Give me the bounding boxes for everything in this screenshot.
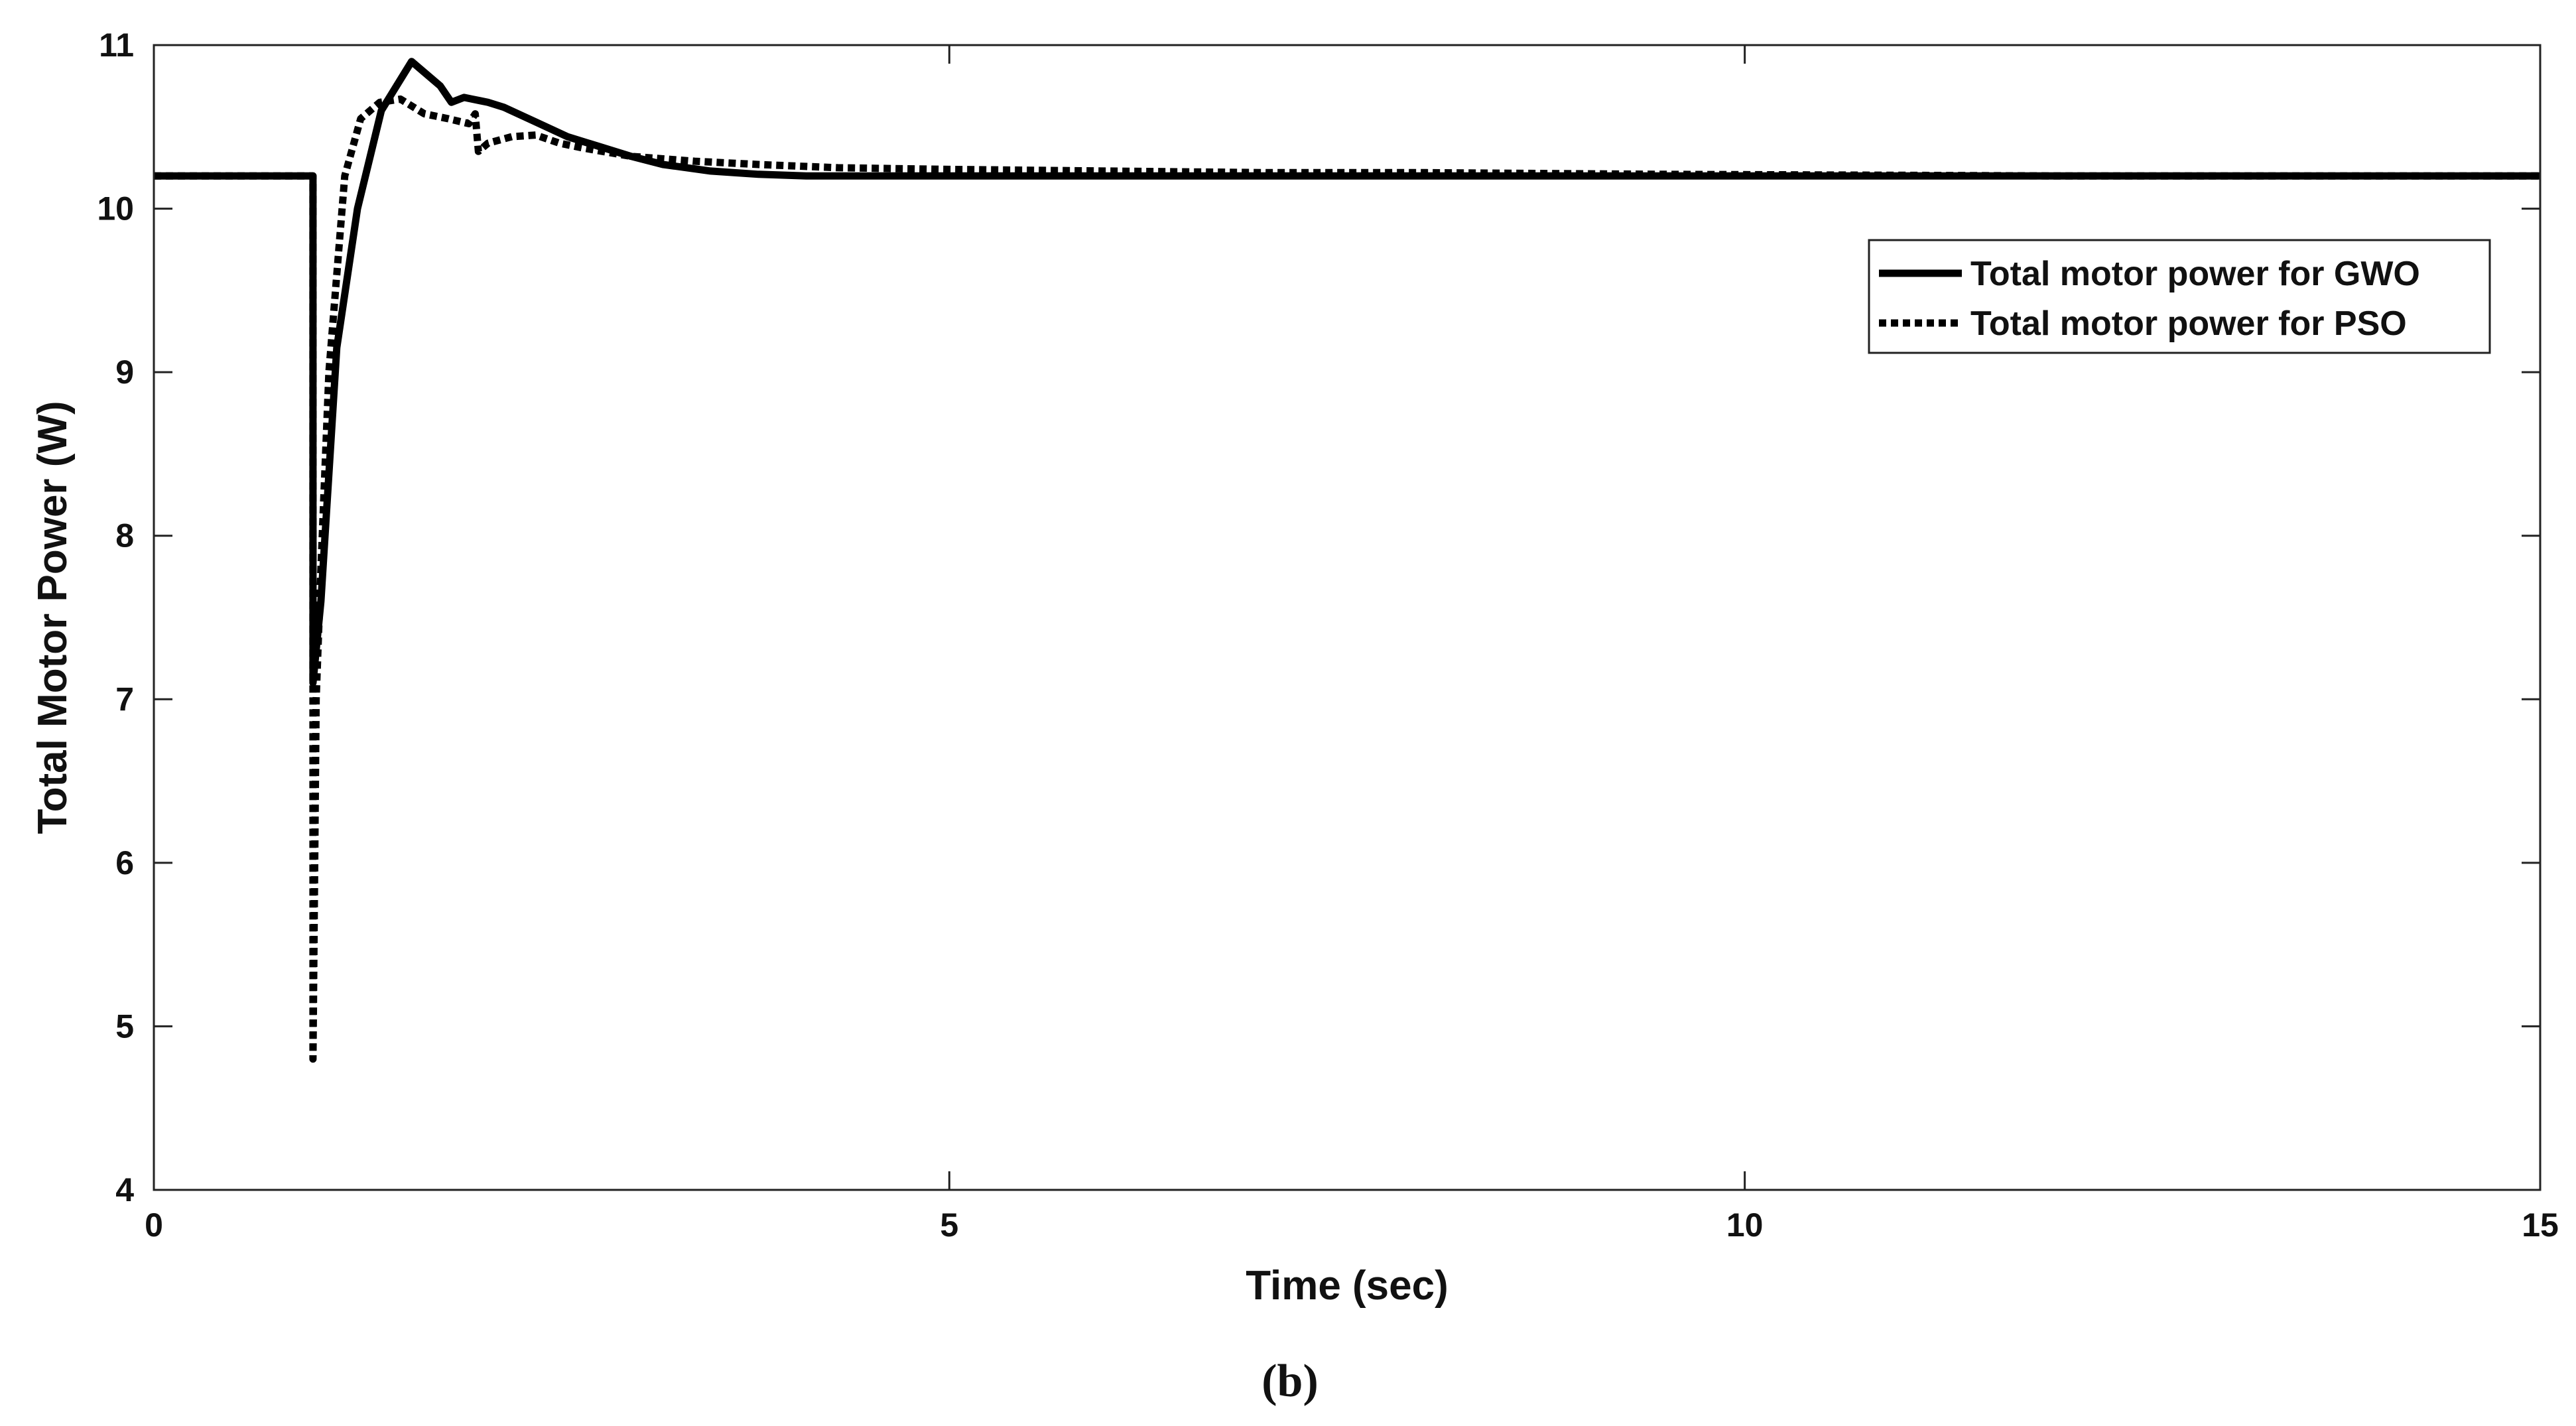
y-tick-label: 4 bbox=[115, 1171, 134, 1208]
x-tick-label: 0 bbox=[145, 1206, 163, 1244]
legend: Total motor power for GWO Total motor po… bbox=[1868, 239, 2491, 354]
plot-area-frame bbox=[153, 44, 2542, 1191]
y-tick-label: 11 bbox=[99, 27, 134, 64]
legend-label-pso: Total motor power for PSO bbox=[1970, 304, 2407, 343]
x-axis-title: Time (sec) bbox=[1246, 1263, 1449, 1309]
x-tick-label: 15 bbox=[2522, 1206, 2559, 1244]
figure-caption: (b) bbox=[1261, 1356, 1319, 1407]
y-tick-label: 6 bbox=[115, 844, 134, 881]
x-tick-label: 10 bbox=[1726, 1206, 1764, 1244]
y-tick-label: 10 bbox=[97, 190, 134, 227]
y-tick-label: 7 bbox=[115, 681, 134, 718]
x-tick-label: 5 bbox=[940, 1206, 958, 1244]
series-line-gwo bbox=[154, 58, 2540, 687]
legend-label-gwo: Total motor power for GWO bbox=[1970, 255, 2420, 293]
axis-ticks bbox=[153, 44, 2542, 1191]
y-tick-label: 8 bbox=[115, 517, 134, 554]
series-lines bbox=[154, 58, 2540, 1063]
y-axis-title: Total Motor Power (W) bbox=[30, 401, 76, 834]
y-tick-label: 5 bbox=[115, 1007, 134, 1045]
legend-box bbox=[1868, 239, 2491, 354]
axis-tick-labels: 0 5 10 15 4 5 6 7 8 9 10 11 bbox=[97, 27, 2558, 1244]
y-tick-label: 9 bbox=[115, 354, 134, 391]
series-line-pso bbox=[154, 95, 2540, 1063]
